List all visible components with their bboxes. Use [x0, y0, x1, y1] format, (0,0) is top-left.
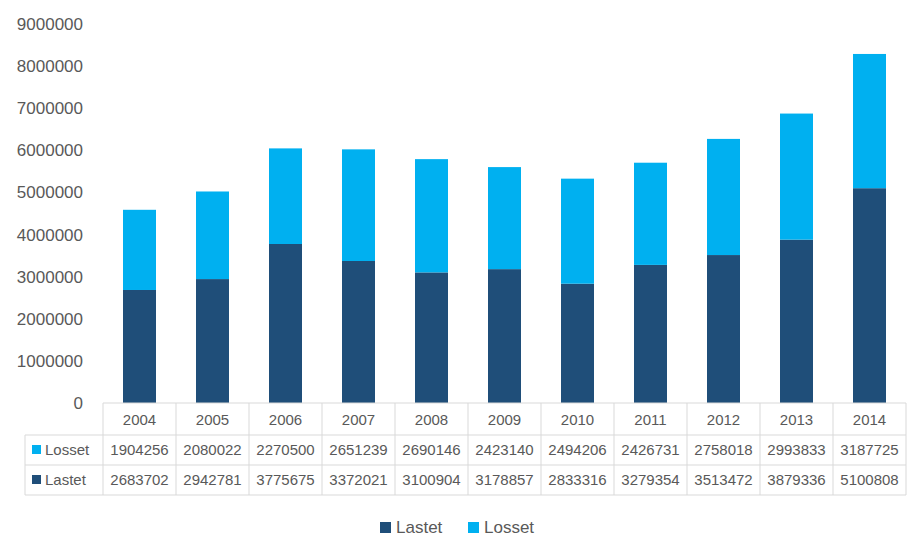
table-line	[614, 403, 615, 495]
y-tick-label: 7000000	[17, 99, 83, 118]
bar-segment	[123, 210, 156, 290]
table-series-name: Losset	[45, 441, 90, 458]
table-line	[760, 403, 761, 495]
bar-segment	[561, 179, 594, 284]
chart: 0 1000000 2000000 3000000 4000000 5000000 6000…	[0, 0, 916, 553]
table-line	[25, 435, 906, 436]
x-tick-label: 2006	[269, 411, 302, 428]
bar-segment	[707, 139, 740, 255]
table-value: 3879336	[767, 471, 825, 488]
table-line	[103, 403, 104, 495]
table-line	[468, 403, 469, 495]
bar-segment	[269, 148, 302, 244]
bar-segment	[196, 191, 229, 279]
chart-container: 0 1000000 2000000 3000000 4000000 5000000 6000…	[0, 0, 916, 553]
table-value: 3513472	[694, 471, 752, 488]
table-value: 3279354	[621, 471, 679, 488]
y-tick-label: 4000000	[17, 226, 83, 245]
table-line	[25, 465, 906, 466]
table-series-name: Lastet	[45, 471, 87, 488]
bar-segment	[123, 290, 156, 403]
bar-segment	[634, 265, 667, 403]
table-value: 3372021	[329, 471, 387, 488]
x-tick-label: 2014	[853, 411, 886, 428]
table-value: 2651239	[329, 441, 387, 458]
legend-label: Losset	[484, 518, 534, 537]
table-value: 1904256	[110, 441, 168, 458]
table-value: 2080022	[183, 441, 241, 458]
x-tick-label: 2013	[780, 411, 813, 428]
x-axis-line	[103, 403, 906, 404]
x-tick-label: 2008	[415, 411, 448, 428]
bar-segment	[415, 159, 448, 272]
y-tick-label: 8000000	[17, 57, 83, 76]
table-line	[395, 403, 396, 495]
bar-segment	[415, 272, 448, 403]
table-value: 2758018	[694, 441, 752, 458]
table-value: 3100904	[402, 471, 460, 488]
y-tick-label: 2000000	[17, 310, 83, 329]
table-line	[176, 403, 177, 495]
bars	[123, 54, 886, 403]
bar-segment	[269, 244, 302, 403]
bar-segment	[488, 269, 521, 403]
x-tick-label: 2007	[342, 411, 375, 428]
bar-segment	[196, 279, 229, 403]
table-line	[541, 403, 542, 495]
bar-segment	[707, 255, 740, 403]
x-tick-label: 2009	[488, 411, 521, 428]
table-value: 2683702	[110, 471, 168, 488]
bar-segment	[634, 163, 667, 265]
table-line	[249, 403, 250, 495]
table-value: 2690146	[402, 441, 460, 458]
table-key	[32, 475, 41, 484]
legend-key	[468, 522, 479, 533]
x-tick-label: 2011	[634, 411, 666, 428]
bar-segment	[853, 188, 886, 403]
bar-segment	[780, 114, 813, 240]
bar-segment	[853, 54, 886, 188]
y-tick-label: 3000000	[17, 268, 83, 287]
table-value: 3775675	[256, 471, 314, 488]
y-tick-label: 5000000	[17, 183, 83, 202]
table-value: 3178857	[475, 471, 533, 488]
bar-segment	[561, 284, 594, 403]
table-value: 5100808	[840, 471, 898, 488]
table-value: 3187725	[840, 441, 898, 458]
y-tick-label: 6000000	[17, 141, 83, 160]
table-line	[322, 403, 323, 495]
table-value: 2423140	[475, 441, 533, 458]
legend-label: Lastet	[396, 518, 443, 537]
x-tick-label: 2005	[196, 411, 229, 428]
table-line	[833, 403, 834, 495]
y-tick-label: 9000000	[17, 15, 83, 34]
bar-segment	[342, 261, 375, 403]
data-table: 2004 2005 2006 2007 2008 2009 2010 2011 2012 2013…	[25, 403, 906, 495]
x-tick-label: 2012	[707, 411, 740, 428]
x-tick-label: 2004	[123, 411, 156, 428]
bar-segment	[780, 240, 813, 403]
table-value: 2942781	[183, 471, 241, 488]
legend-key	[380, 522, 391, 533]
x-tick-label: 2010	[561, 411, 594, 428]
y-tick-label: 1000000	[17, 352, 83, 371]
bar-segment	[488, 167, 521, 269]
table-line	[25, 495, 906, 496]
y-tick-label: 0	[74, 394, 83, 413]
bar-segment	[342, 149, 375, 261]
table-line	[687, 403, 688, 495]
table-key	[32, 445, 41, 454]
table-line	[906, 403, 907, 495]
table-value: 2270500	[256, 441, 314, 458]
table-value: 2494206	[548, 441, 606, 458]
table-value: 2833316	[548, 471, 606, 488]
legend: Lastet Losset	[380, 518, 534, 537]
table-value: 2426731	[621, 441, 679, 458]
table-value: 2993833	[767, 441, 825, 458]
